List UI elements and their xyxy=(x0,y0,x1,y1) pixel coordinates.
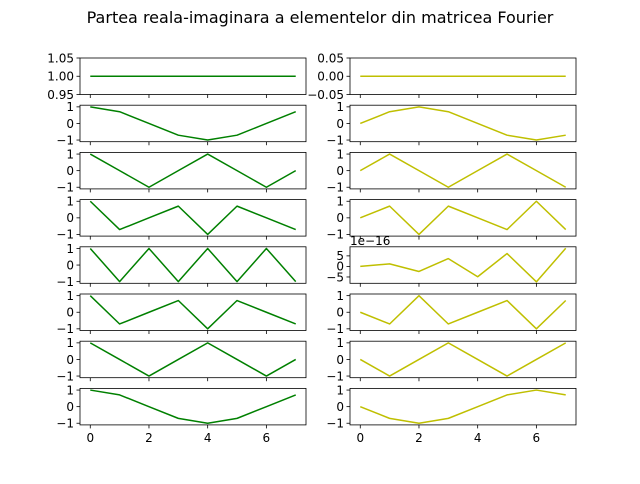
xtick-label-r7c0-2: 4 xyxy=(204,431,212,445)
offset-text-r4c1: 1e−16 xyxy=(350,234,390,248)
series-line-imag-r2c1 xyxy=(359,153,567,188)
axes-frame-r7c1 xyxy=(349,387,577,426)
ytick-label-r4c1-1: 0 xyxy=(336,260,344,274)
ytick-label-r6c1-2: 1 xyxy=(336,336,344,350)
series-line-real-r5c0 xyxy=(89,295,297,330)
ytick-label-r7c1-0: −1 xyxy=(326,417,344,431)
xtick-label-r7c0-0: 0 xyxy=(86,431,94,445)
ytick-label-r1c0-2: 1 xyxy=(66,100,74,114)
ytick-label-r4c0-2: 1 xyxy=(66,242,74,256)
ytick-label-r6c0-0: −1 xyxy=(56,369,74,383)
ytick-label-r2c1-1: 0 xyxy=(336,164,344,178)
ytick-label-r7c1-1: 0 xyxy=(336,400,344,414)
ytick-label-r1c0-0: −1 xyxy=(56,133,74,147)
series-line-real-r4c0 xyxy=(89,247,297,283)
ytick-label-r5c1-0: −1 xyxy=(326,322,344,336)
xtick-label-r7c1-0: 0 xyxy=(356,431,364,445)
ytick-label-r2c1-0: −1 xyxy=(326,181,344,195)
axes-frame-r3c0 xyxy=(79,199,307,237)
xtick-label-r7c0-1: 2 xyxy=(145,431,153,445)
ytick-label-r6c1-1: 0 xyxy=(336,353,344,367)
ytick-label-r3c1-1: 0 xyxy=(336,211,344,225)
ytick-label-r5c0-1: 0 xyxy=(66,306,74,320)
ytick-label-r6c0-2: 1 xyxy=(66,336,74,350)
series-line-imag-r3c1 xyxy=(359,200,567,236)
ytick-label-r5c1-1: 0 xyxy=(336,306,344,320)
ytick-label-r5c0-0: −1 xyxy=(56,322,74,336)
ytick-label-r0c1-1: 0.00 xyxy=(317,70,344,84)
ytick-label-r0c1-2: 0.05 xyxy=(317,51,344,65)
ytick-label-r4c1-0: −5 xyxy=(326,270,344,284)
xtick-label-r7c1-3: 6 xyxy=(533,431,541,445)
series-line-real-r2c0 xyxy=(89,153,297,188)
ytick-label-r0c1-0: −0.05 xyxy=(307,88,344,102)
axes-frame-r1c1 xyxy=(349,104,577,143)
ytick-label-r5c0-2: 1 xyxy=(66,289,74,303)
ytick-label-r1c1-2: 1 xyxy=(336,100,344,114)
ytick-label-r3c1-0: −1 xyxy=(326,228,344,242)
ytick-label-r4c0-0: −1 xyxy=(56,275,74,289)
ytick-label-r3c0-1: 0 xyxy=(66,211,74,225)
ytick-label-r0c0-1: 1.00 xyxy=(47,70,74,84)
xtick-label-r7c0-3: 6 xyxy=(263,431,271,445)
axes-frame-r3c1 xyxy=(349,199,577,237)
ytick-label-r7c0-1: 0 xyxy=(66,400,74,414)
ytick-label-r6c1-0: −1 xyxy=(326,369,344,383)
ytick-label-r4c0-1: 0 xyxy=(66,258,74,272)
chart-title: Partea reala-imaginara a elementelor din… xyxy=(86,8,554,27)
series-line-imag-r6c1 xyxy=(359,342,567,377)
ytick-label-r6c0-1: 0 xyxy=(66,353,74,367)
ytick-label-r7c1-2: 1 xyxy=(336,383,344,397)
ytick-label-r3c0-2: 1 xyxy=(66,195,74,209)
xtick-label-r7c1-2: 4 xyxy=(474,431,482,445)
ytick-label-r7c0-0: −1 xyxy=(56,417,74,431)
series-line-real-r1c0 xyxy=(90,106,297,141)
ytick-label-r1c1-0: −1 xyxy=(326,133,344,147)
ytick-label-r1c1-1: 0 xyxy=(336,117,344,131)
ytick-label-r3c1-2: 1 xyxy=(336,195,344,209)
axes-frame-r4c1 xyxy=(349,246,577,284)
axes-frame-r5c1 xyxy=(349,293,577,331)
ytick-label-r1c0-1: 0 xyxy=(66,117,74,131)
ytick-label-r5c1-2: 1 xyxy=(336,289,344,303)
series-line-imag-r1c1 xyxy=(359,106,566,141)
ytick-label-r4c1-2: 5 xyxy=(336,249,344,263)
axes-frame-r5c0 xyxy=(79,293,307,331)
series-line-imag-r5c1 xyxy=(359,294,567,330)
series-line-real-r3c0 xyxy=(89,200,297,236)
series-line-real-r6c0 xyxy=(89,342,297,377)
ytick-label-r2c1-2: 1 xyxy=(336,147,344,161)
xtick-label-r7c1-1: 2 xyxy=(415,431,423,445)
ytick-label-r2c0-0: −1 xyxy=(56,181,74,195)
ytick-label-r7c0-2: 1 xyxy=(66,383,74,397)
ytick-label-r2c0-2: 1 xyxy=(66,147,74,161)
series-line-imag-r4c1 xyxy=(360,247,567,283)
series-line-real-r7c0 xyxy=(90,389,297,424)
ytick-label-r0c0-2: 1.05 xyxy=(47,51,74,65)
ytick-label-r0c0-0: 0.95 xyxy=(47,88,74,102)
series-line-imag-r7c1 xyxy=(359,389,566,424)
ytick-label-r2c0-1: 0 xyxy=(66,164,74,178)
ytick-label-r3c0-0: −1 xyxy=(56,228,74,242)
